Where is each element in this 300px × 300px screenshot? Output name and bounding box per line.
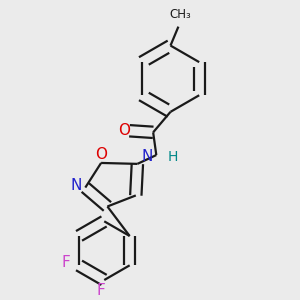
Text: F: F — [61, 255, 70, 270]
Text: O: O — [95, 147, 107, 162]
Text: CH₃: CH₃ — [169, 8, 191, 21]
Text: O: O — [118, 123, 130, 138]
Text: F: F — [97, 283, 106, 298]
Text: N: N — [70, 178, 82, 194]
Text: H: H — [167, 150, 178, 164]
Text: N: N — [142, 149, 153, 164]
